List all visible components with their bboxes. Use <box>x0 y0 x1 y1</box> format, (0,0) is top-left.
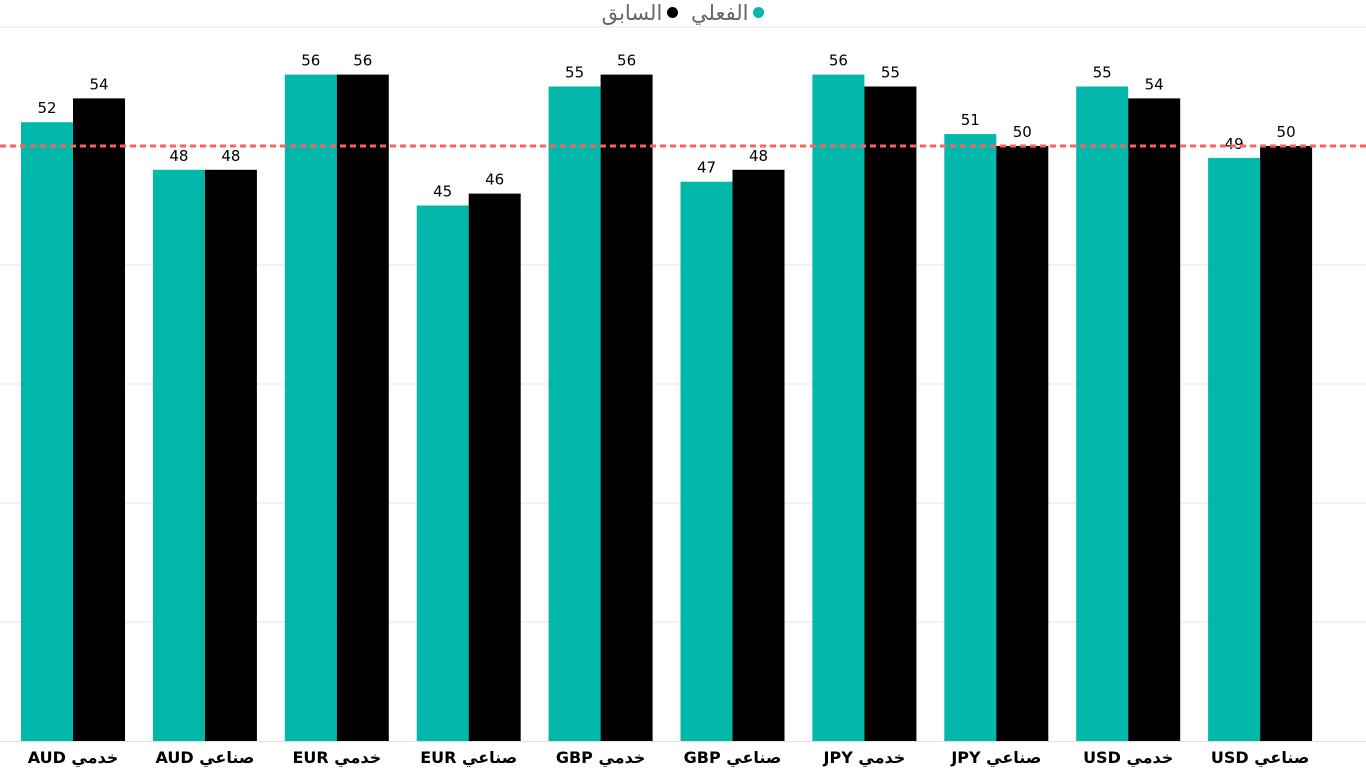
data-label: 54 <box>1145 75 1164 93</box>
bar[interactable] <box>468 193 521 742</box>
data-label: 55 <box>1093 64 1112 82</box>
bar[interactable] <box>1076 86 1129 742</box>
bar[interactable] <box>73 98 125 741</box>
legend-dot-previous <box>667 7 679 18</box>
bar[interactable] <box>204 169 257 742</box>
x-tick-label: AUD صناعي <box>155 748 254 768</box>
data-label: 55 <box>881 64 900 82</box>
bar[interactable] <box>680 181 733 741</box>
bar[interactable] <box>600 74 653 742</box>
bar[interactable] <box>21 122 73 741</box>
data-label: 50 <box>1013 123 1032 141</box>
bar[interactable] <box>944 134 997 742</box>
x-tick-label: EUR صناعي <box>420 748 517 768</box>
bar[interactable] <box>812 74 865 742</box>
bar[interactable] <box>1260 146 1313 741</box>
data-label: 49 <box>1225 135 1244 153</box>
data-label: 52 <box>37 99 56 117</box>
legend: الفعلي السابق <box>0 1 1366 25</box>
bar[interactable] <box>1208 157 1261 741</box>
bar[interactable] <box>152 169 205 742</box>
bar[interactable] <box>336 74 389 742</box>
legend-item-previous[interactable]: السابق <box>602 1 679 25</box>
x-tick-label: JPY صناعي <box>950 748 1041 768</box>
bar[interactable] <box>1128 98 1181 741</box>
data-label: 56 <box>353 52 372 70</box>
x-tick-label: EUR خدمي <box>292 748 381 768</box>
data-label: 50 <box>1277 123 1296 141</box>
data-label: 51 <box>961 111 980 129</box>
x-tick-label: USD خدمي <box>1083 748 1173 768</box>
x-tick-label: JPY خدمي <box>823 748 906 768</box>
data-label: 48 <box>221 147 240 165</box>
data-label: 47 <box>697 159 716 177</box>
data-label: 46 <box>485 171 504 189</box>
data-label: 48 <box>169 147 188 165</box>
legend-item-actual[interactable]: الفعلي <box>690 1 765 25</box>
data-label: 55 <box>565 64 584 82</box>
data-label: 54 <box>89 75 108 93</box>
bar[interactable] <box>864 86 917 742</box>
data-label: 45 <box>433 183 452 201</box>
x-tick-label: AUD خدمي <box>28 748 119 768</box>
data-label: 56 <box>301 52 320 70</box>
bar[interactable] <box>416 205 469 742</box>
x-tick-label: GBP صناعي <box>684 748 782 768</box>
bar[interactable] <box>548 86 601 742</box>
x-tick-label: GBP خدمي <box>556 748 646 768</box>
legend-dot-actual <box>753 7 765 18</box>
bar[interactable] <box>732 169 785 742</box>
legend-label-actual: الفعلي <box>690 1 749 25</box>
data-label: 48 <box>749 147 768 165</box>
x-tick-label: USD صناعي <box>1211 748 1310 768</box>
data-label: 56 <box>829 52 848 70</box>
bar[interactable] <box>996 146 1049 741</box>
bar[interactable] <box>284 74 337 742</box>
data-label: 56 <box>617 52 636 70</box>
legend-label-previous: السابق <box>601 1 663 25</box>
